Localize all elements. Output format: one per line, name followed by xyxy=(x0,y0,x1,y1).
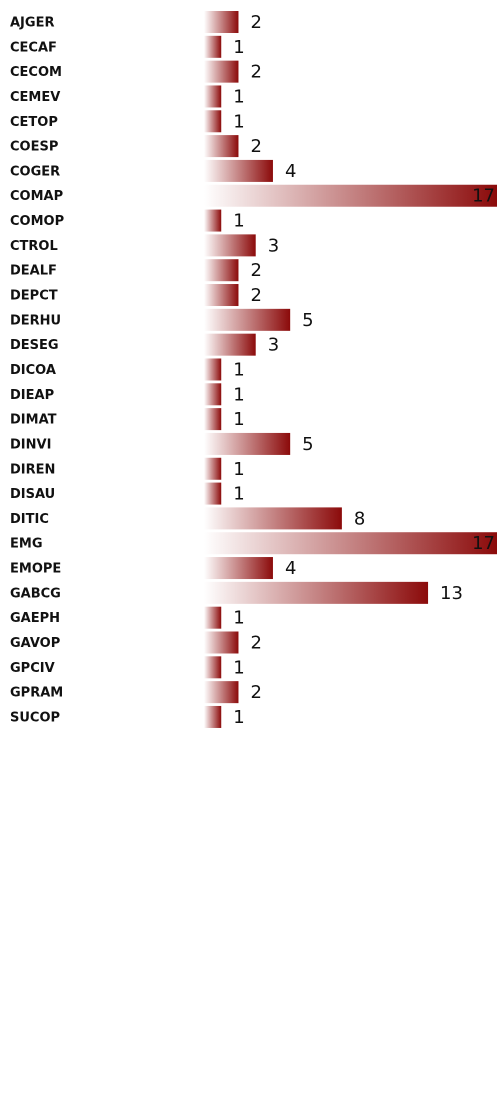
category-label: DESEG xyxy=(10,338,59,353)
category-label: DERHU xyxy=(10,313,61,328)
bar xyxy=(204,209,222,232)
value-label: 4 xyxy=(285,161,296,182)
category-label: DINVI xyxy=(10,437,51,452)
category-label: DITIC xyxy=(10,512,49,527)
value-label: 1 xyxy=(233,111,244,132)
value-label: 1 xyxy=(233,707,244,728)
value-label: 1 xyxy=(233,37,244,58)
value-label: 1 xyxy=(233,211,244,232)
value-label: 17 xyxy=(472,186,495,207)
category-label: DIREN xyxy=(10,462,55,477)
bar xyxy=(204,457,222,480)
bar xyxy=(204,408,222,431)
value-label: 1 xyxy=(233,384,244,405)
bar xyxy=(204,581,429,604)
category-label: GABCG xyxy=(10,586,61,601)
value-label: 1 xyxy=(233,484,244,505)
bar xyxy=(204,358,222,381)
value-label: 1 xyxy=(233,459,244,480)
bar xyxy=(204,184,497,207)
bar xyxy=(204,705,222,728)
category-label: CETOP xyxy=(10,115,58,130)
bar xyxy=(204,482,222,505)
category-label: SUCOP xyxy=(10,710,60,725)
category-label: CECOM xyxy=(10,65,62,80)
category-label: DEPCT xyxy=(10,289,58,304)
bar xyxy=(204,85,222,108)
category-label: EMOPE xyxy=(10,562,61,577)
value-label: 2 xyxy=(250,62,261,83)
value-label: 3 xyxy=(268,235,279,256)
category-label: DIMAT xyxy=(10,413,57,428)
bar xyxy=(204,557,273,580)
category-label: DISAU xyxy=(10,487,55,502)
category-label: GPCIV xyxy=(10,661,55,676)
bar xyxy=(204,656,222,679)
value-label: 3 xyxy=(268,335,279,356)
bar xyxy=(204,631,239,654)
value-label: 2 xyxy=(250,136,261,157)
value-label: 2 xyxy=(250,260,261,281)
value-label: 2 xyxy=(250,633,261,654)
value-label: 5 xyxy=(302,310,313,331)
bar xyxy=(204,11,239,33)
category-label: EMG xyxy=(10,537,43,552)
value-label: 2 xyxy=(250,285,261,306)
bar xyxy=(204,681,239,704)
category-label: CEMEV xyxy=(10,90,60,105)
value-label: 1 xyxy=(233,608,244,629)
category-label: CTROL xyxy=(10,239,58,254)
bar xyxy=(204,60,239,83)
bar xyxy=(204,135,239,158)
bar xyxy=(204,606,222,629)
bar xyxy=(204,284,239,307)
value-label: 13 xyxy=(440,583,463,604)
bar xyxy=(204,532,497,555)
category-label: GAVOP xyxy=(10,636,60,651)
value-label: 1 xyxy=(233,359,244,380)
category-label: COMAP xyxy=(10,189,63,204)
category-label: COGER xyxy=(10,164,60,179)
value-label: 4 xyxy=(285,558,296,579)
bar xyxy=(204,308,291,331)
bar xyxy=(204,35,222,58)
category-label: COMOP xyxy=(10,214,64,229)
category-label: COESP xyxy=(10,140,58,155)
bar xyxy=(204,159,273,182)
bar xyxy=(204,383,222,406)
bar xyxy=(204,259,239,282)
value-label: 2 xyxy=(250,12,261,33)
bar xyxy=(204,432,291,455)
value-label: 17 xyxy=(472,533,495,554)
value-label: 1 xyxy=(233,86,244,107)
value-label: 1 xyxy=(233,409,244,430)
value-label: 1 xyxy=(233,657,244,678)
bar xyxy=(204,234,256,257)
category-label: DEALF xyxy=(10,264,57,279)
bar xyxy=(204,507,342,530)
category-label: CECAF xyxy=(10,40,57,55)
category-label: DICOA xyxy=(10,363,56,378)
bar xyxy=(204,110,222,133)
value-label: 8 xyxy=(354,508,365,529)
category-label: AJGER xyxy=(10,16,54,31)
bar xyxy=(204,333,256,356)
category-label: GAEPH xyxy=(10,611,60,626)
value-label: 2 xyxy=(250,682,261,703)
category-label: DIEAP xyxy=(10,388,54,403)
category-label: GPRAM xyxy=(10,686,63,701)
value-label: 5 xyxy=(302,434,313,455)
